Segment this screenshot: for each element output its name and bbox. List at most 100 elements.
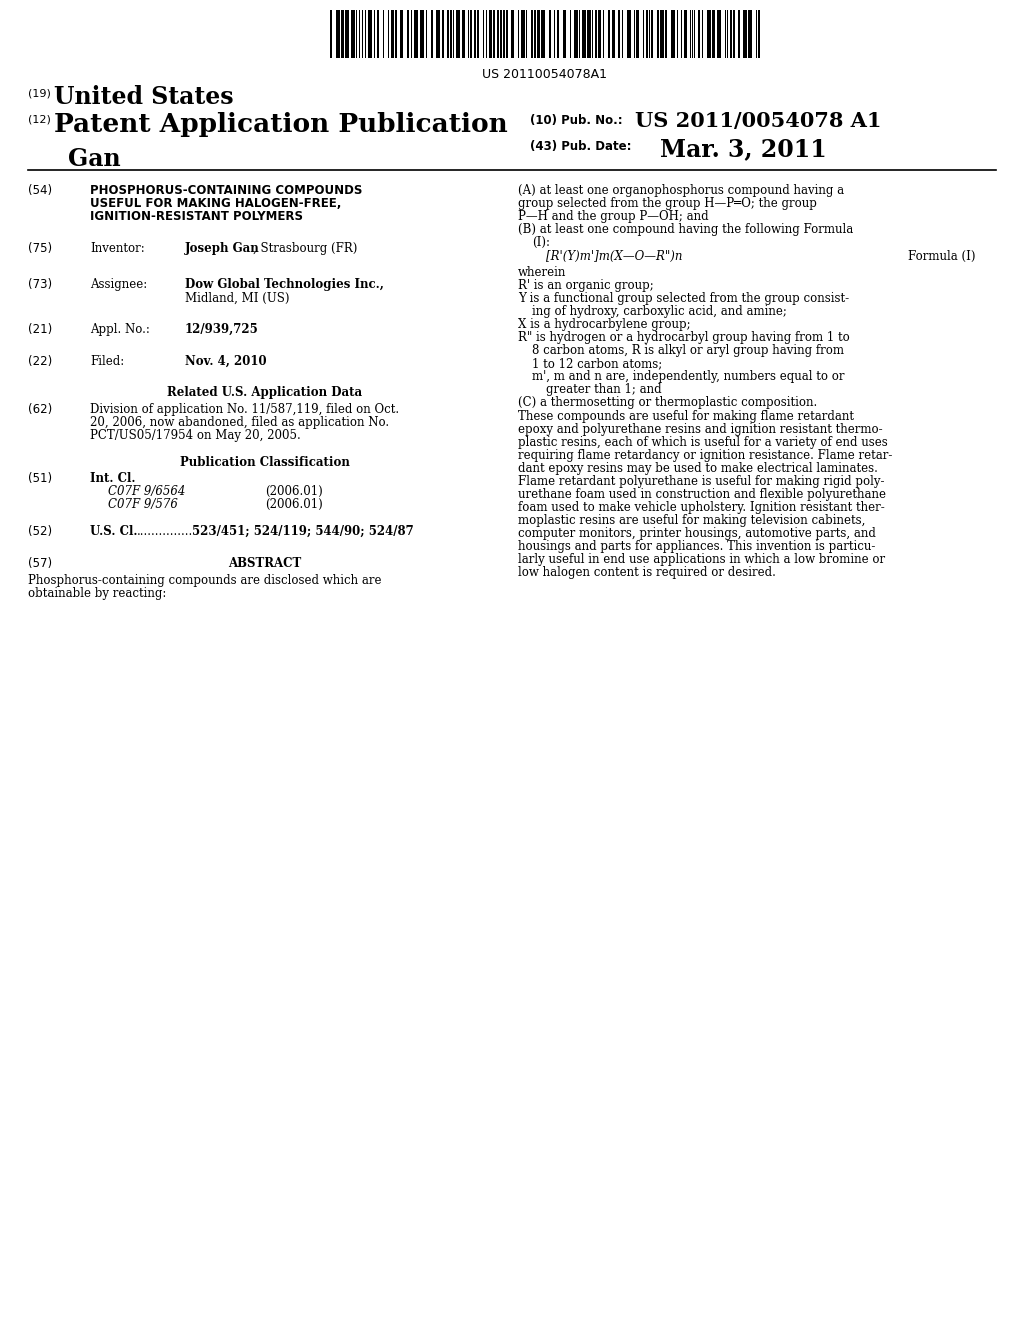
Text: Inventor:: Inventor: — [90, 242, 144, 255]
Text: (52): (52) — [28, 525, 52, 539]
Bar — [557, 11, 559, 58]
Text: foam used to make vehicle upholstery. Ignition resistant ther-: foam used to make vehicle upholstery. Ig… — [518, 502, 885, 513]
Text: Gan: Gan — [68, 147, 121, 172]
Bar — [733, 11, 735, 58]
Bar — [470, 11, 472, 58]
Text: 523/451; 524/119; 544/90; 524/87: 523/451; 524/119; 544/90; 524/87 — [193, 525, 414, 539]
Text: Mar. 3, 2011: Mar. 3, 2011 — [660, 137, 826, 161]
Bar — [665, 11, 667, 58]
Bar — [531, 11, 534, 58]
Bar — [671, 11, 675, 58]
Text: Y is a functional group selected from the group consist-: Y is a functional group selected from th… — [518, 292, 849, 305]
Text: group selected from the group H—P═O; the group: group selected from the group H—P═O; the… — [518, 197, 817, 210]
Bar — [450, 11, 452, 58]
Bar — [407, 11, 409, 58]
Text: U.S. Cl.: U.S. Cl. — [90, 525, 137, 539]
Bar — [456, 11, 460, 58]
Bar — [717, 11, 721, 58]
Text: obtainable by reacting:: obtainable by reacting: — [28, 587, 166, 601]
Text: (2006.01): (2006.01) — [265, 498, 323, 511]
Bar — [582, 11, 586, 58]
Bar — [414, 11, 418, 58]
Text: IGNITION-RESISTANT POLYMERS: IGNITION-RESISTANT POLYMERS — [90, 210, 303, 223]
Bar — [368, 11, 372, 58]
Bar — [506, 11, 508, 58]
Text: Appl. No.:: Appl. No.: — [90, 323, 150, 337]
Bar — [511, 11, 514, 58]
Text: housings and parts for appliances. This invention is particu-: housings and parts for appliances. This … — [518, 540, 876, 553]
Text: Midland, MI (US): Midland, MI (US) — [185, 292, 290, 305]
Text: ...............: ............... — [137, 525, 194, 539]
Text: R" is hydrogen or a hydrocarbyl group having from 1 to: R" is hydrogen or a hydrocarbyl group ha… — [518, 331, 850, 345]
Text: Division of application No. 11/587,119, filed on Oct.: Division of application No. 11/587,119, … — [90, 403, 399, 416]
Bar — [521, 11, 525, 58]
Text: , Strasbourg (FR): , Strasbourg (FR) — [253, 242, 357, 255]
Bar — [758, 11, 760, 58]
Bar — [436, 11, 440, 58]
Bar — [563, 11, 566, 58]
Text: epoxy and polyurethane resins and ignition resistant thermo-: epoxy and polyurethane resins and igniti… — [518, 422, 883, 436]
Bar — [489, 11, 492, 58]
Text: PHOSPHORUS-CONTAINING COMPOUNDS: PHOSPHORUS-CONTAINING COMPOUNDS — [90, 183, 362, 197]
Bar — [377, 11, 379, 58]
Text: Assignee:: Assignee: — [90, 279, 147, 290]
Bar — [493, 11, 495, 58]
Text: (54): (54) — [28, 183, 52, 197]
Text: Phosphorus-containing compounds are disclosed which are: Phosphorus-containing compounds are disc… — [28, 574, 382, 587]
Text: Formula (I): Formula (I) — [908, 249, 976, 263]
Text: (62): (62) — [28, 403, 52, 416]
Text: computer monitors, printer housings, automotive parts, and: computer monitors, printer housings, aut… — [518, 527, 876, 540]
Bar — [627, 11, 631, 58]
Text: (12): (12) — [28, 114, 51, 124]
Text: (C) a thermosetting or thermoplastic composition.: (C) a thermosetting or thermoplastic com… — [518, 396, 817, 409]
Text: low halogen content is required or desired.: low halogen content is required or desir… — [518, 566, 776, 579]
Bar — [646, 11, 648, 58]
Text: US 20110054078A1: US 20110054078A1 — [482, 69, 607, 81]
Text: 1 to 12 carbon atoms;: 1 to 12 carbon atoms; — [532, 356, 663, 370]
Text: C07F 9/6564: C07F 9/6564 — [108, 484, 185, 498]
Text: (51): (51) — [28, 473, 52, 484]
Bar — [651, 11, 653, 58]
Text: ABSTRACT: ABSTRACT — [228, 557, 302, 570]
Bar — [395, 11, 397, 58]
Text: 12/939,725: 12/939,725 — [185, 323, 259, 337]
Bar — [698, 11, 700, 58]
Bar — [477, 11, 479, 58]
Text: (19): (19) — [28, 88, 51, 98]
Text: plastic resins, each of which is useful for a variety of end uses: plastic resins, each of which is useful … — [518, 436, 888, 449]
Text: larly useful in end use applications in which a low bromine or: larly useful in end use applications in … — [518, 553, 885, 566]
Text: PCT/US05/17954 on May 20, 2005.: PCT/US05/17954 on May 20, 2005. — [90, 429, 301, 442]
Bar — [462, 11, 465, 58]
Text: United States: United States — [54, 84, 233, 110]
Bar — [660, 11, 664, 58]
Text: Dow Global Technologies Inc.,: Dow Global Technologies Inc., — [185, 279, 384, 290]
Text: (22): (22) — [28, 355, 52, 368]
Text: X is a hydrocarbylene group;: X is a hydrocarbylene group; — [518, 318, 690, 331]
Bar — [391, 11, 394, 58]
Bar — [657, 11, 659, 58]
Bar — [500, 11, 502, 58]
Bar — [636, 11, 639, 58]
Bar — [618, 11, 620, 58]
Bar — [707, 11, 711, 58]
Text: Related U.S. Application Data: Related U.S. Application Data — [168, 385, 362, 399]
Text: 20, 2006, now abandoned, filed as application No.: 20, 2006, now abandoned, filed as applic… — [90, 416, 389, 429]
Bar — [330, 11, 332, 58]
Text: (57): (57) — [28, 557, 52, 570]
Bar — [534, 11, 536, 58]
Bar — [743, 11, 746, 58]
Bar — [748, 11, 752, 58]
Text: (A) at least one organophosphorus compound having a: (A) at least one organophosphorus compou… — [518, 183, 844, 197]
Text: (21): (21) — [28, 323, 52, 337]
Bar — [730, 11, 732, 58]
Bar — [574, 11, 578, 58]
Text: (73): (73) — [28, 279, 52, 290]
Text: US 2011/0054078 A1: US 2011/0054078 A1 — [635, 111, 882, 131]
Text: urethane foam used in construction and flexible polyurethane: urethane foam used in construction and f… — [518, 488, 886, 502]
Bar — [442, 11, 444, 58]
Bar — [541, 11, 545, 58]
Text: P—H and the group P—OH; and: P—H and the group P—OH; and — [518, 210, 709, 223]
Text: Filed:: Filed: — [90, 355, 124, 368]
Bar — [400, 11, 403, 58]
Text: Joseph Gan: Joseph Gan — [185, 242, 260, 255]
